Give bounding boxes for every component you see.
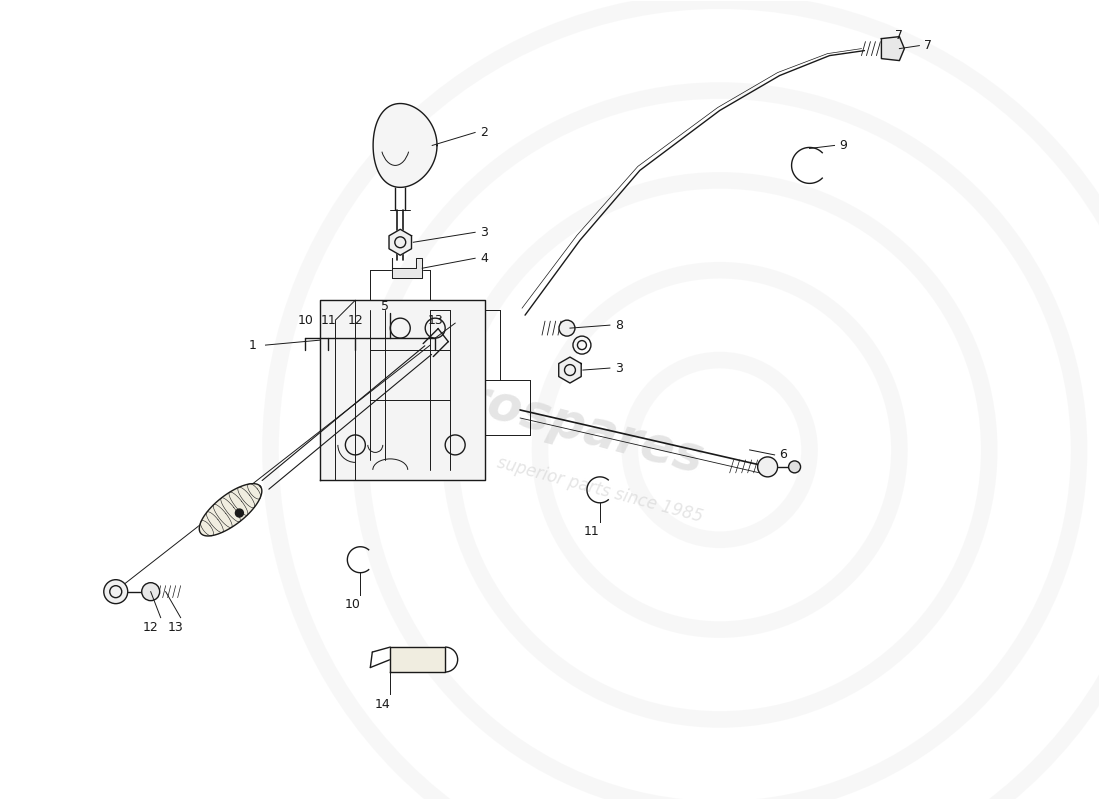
Circle shape bbox=[559, 320, 575, 336]
Text: 7: 7 bbox=[895, 29, 903, 42]
Text: 1: 1 bbox=[249, 338, 256, 351]
Text: eurospares: eurospares bbox=[392, 356, 708, 484]
Polygon shape bbox=[199, 484, 262, 536]
Polygon shape bbox=[320, 300, 485, 480]
Polygon shape bbox=[393, 258, 422, 278]
Polygon shape bbox=[373, 103, 437, 187]
Text: 2: 2 bbox=[480, 126, 488, 139]
Text: 4: 4 bbox=[480, 252, 488, 265]
Text: 3: 3 bbox=[480, 226, 488, 238]
Text: 13: 13 bbox=[427, 314, 443, 326]
Text: 11: 11 bbox=[584, 526, 600, 538]
Text: 3: 3 bbox=[615, 362, 623, 374]
Text: 14: 14 bbox=[374, 698, 390, 711]
Circle shape bbox=[142, 582, 160, 601]
Circle shape bbox=[789, 461, 801, 473]
Polygon shape bbox=[559, 357, 581, 383]
Polygon shape bbox=[881, 37, 904, 61]
Text: 5: 5 bbox=[382, 300, 389, 313]
Text: 7: 7 bbox=[924, 39, 933, 52]
Polygon shape bbox=[389, 230, 411, 255]
Text: 10: 10 bbox=[344, 598, 361, 611]
Text: 13: 13 bbox=[168, 621, 184, 634]
Circle shape bbox=[758, 457, 778, 477]
Circle shape bbox=[103, 580, 128, 604]
Polygon shape bbox=[390, 647, 446, 672]
Text: 6: 6 bbox=[780, 449, 788, 462]
Text: 12: 12 bbox=[348, 314, 363, 326]
Text: superior parts since 1985: superior parts since 1985 bbox=[495, 454, 705, 526]
Circle shape bbox=[235, 509, 243, 517]
Text: 8: 8 bbox=[615, 318, 623, 332]
Text: 9: 9 bbox=[839, 139, 847, 152]
Text: 11: 11 bbox=[320, 314, 337, 326]
Text: 12: 12 bbox=[143, 621, 158, 634]
Text: 10: 10 bbox=[297, 314, 313, 326]
